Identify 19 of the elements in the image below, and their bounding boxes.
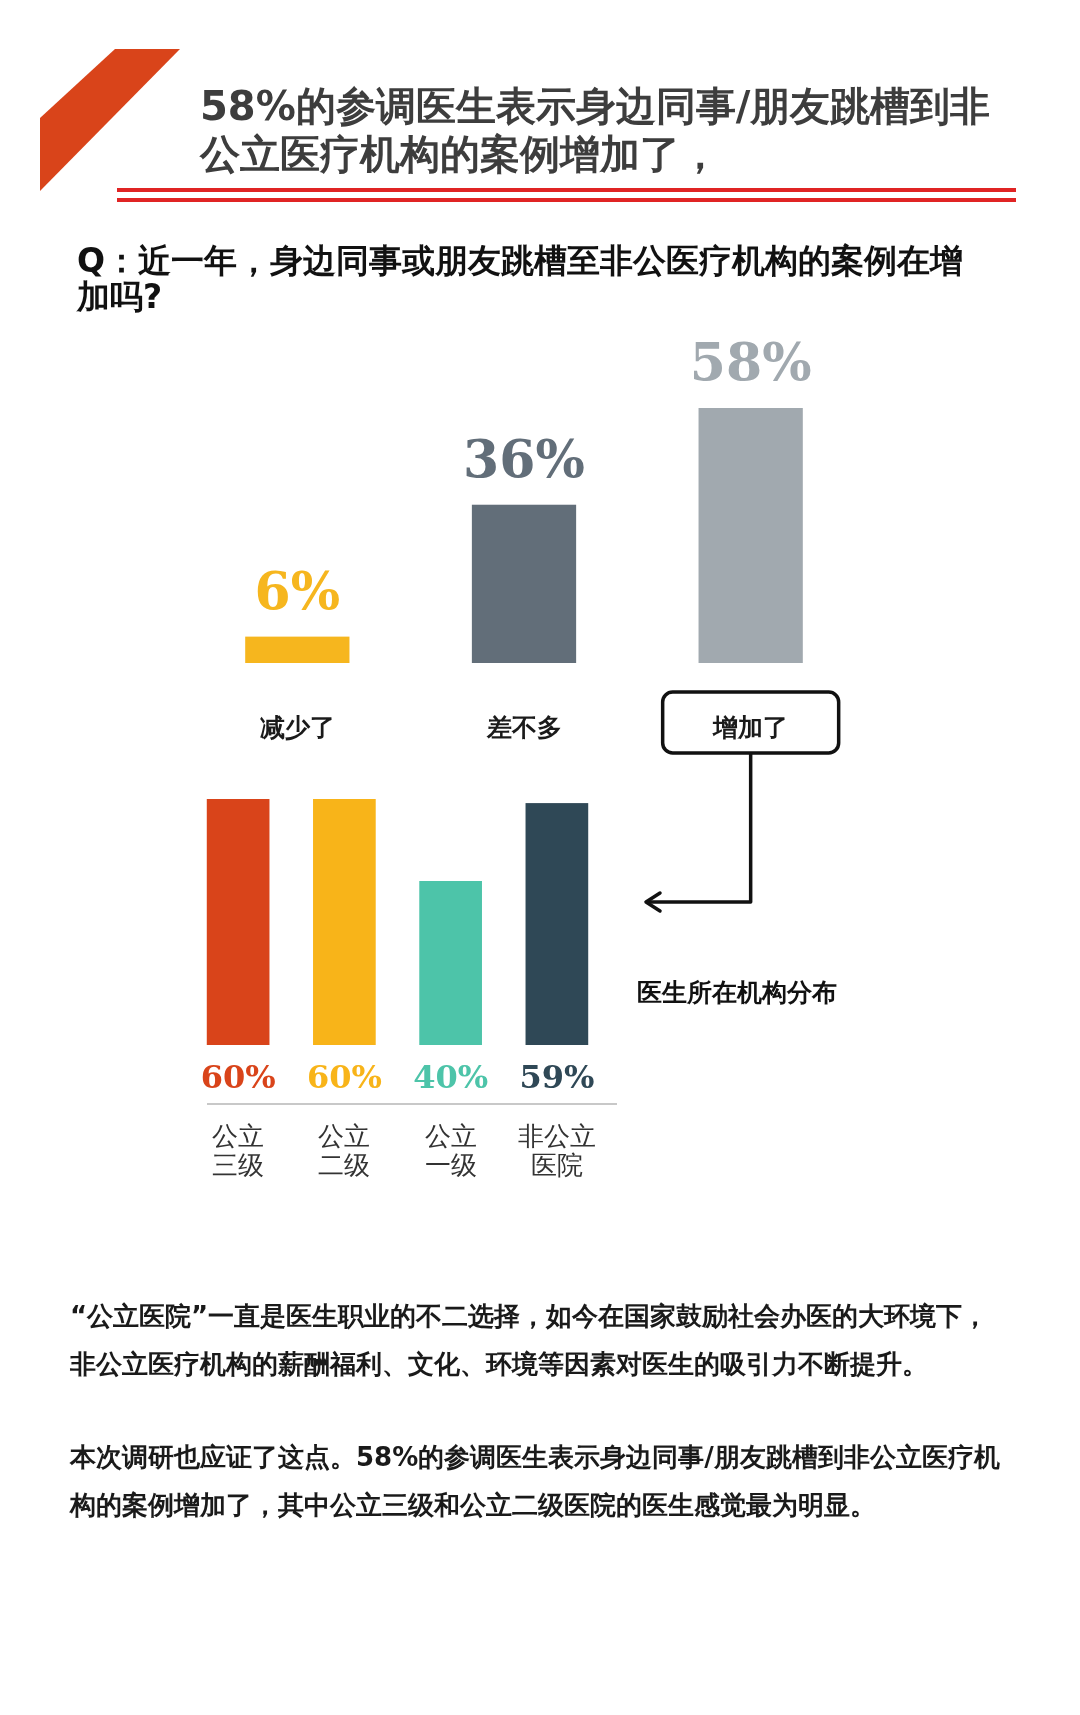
data-label: 6%	[254, 559, 341, 621]
x-tick-label: 非公立医院	[517, 1121, 596, 1180]
text: 本次调研也应证了这点。58%的参调医生表示身边同事/朋友跳槽到非公立医疗机构的案例增加了，其中公立三级和公立二级医院的医生感觉最为明显。	[70, 1441, 1001, 1522]
chart-title: 58%的参调医生表示身边同事/朋友跳槽到非公立医疗机构的案例增加了，	[200, 82, 992, 178]
x-tick-label: 增加了	[712, 713, 789, 742]
data-label: 40%	[413, 1058, 489, 1096]
data-label: 60%	[306, 1058, 382, 1096]
data-label: 58%	[689, 331, 812, 392]
chart-subtitle: Q：近一年，身边同事或朋友跳槽至非公医疗机构的案例在增加吗?	[77, 241, 965, 316]
text: “公立医院”一直是医生职业的不二选择，如今在国家鼓励社会办医的大环境下，非公立医疗机构的薪酬福利、文化、环境等因素对医生的吸引力不断提升。	[70, 1300, 990, 1381]
x-tick-label: 公立二级	[318, 1121, 371, 1180]
data-label: 36%	[463, 427, 585, 489]
data-label: 59%	[519, 1058, 595, 1096]
text: 医生所在机构分布	[637, 977, 837, 1009]
x-tick-label: 差不多	[485, 713, 562, 742]
x-tick-label: 公立三级	[212, 1121, 265, 1180]
x-tick-label: 公立一级	[424, 1121, 477, 1180]
x-tick-label: 减少了	[259, 713, 335, 742]
data-label: 60%	[200, 1058, 276, 1096]
